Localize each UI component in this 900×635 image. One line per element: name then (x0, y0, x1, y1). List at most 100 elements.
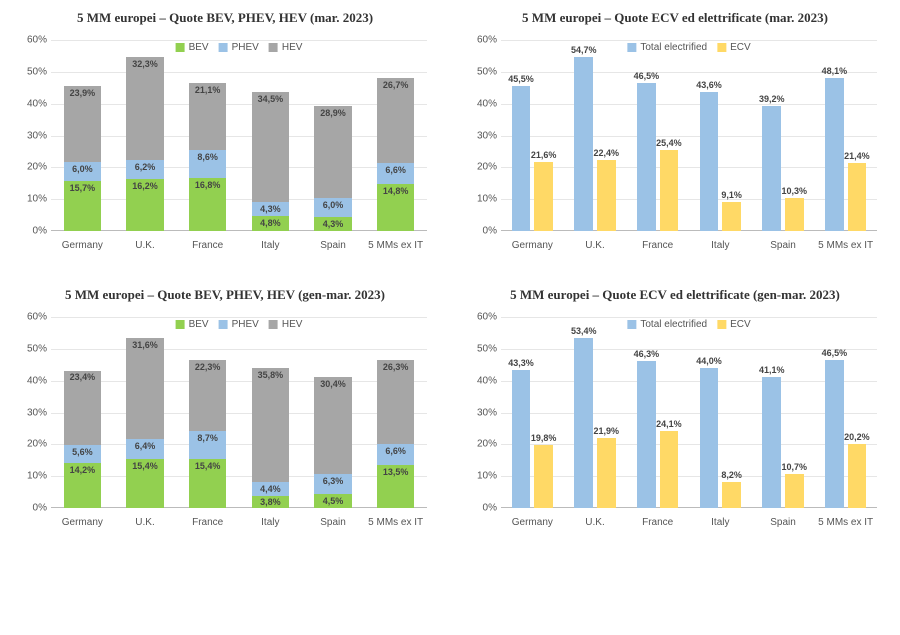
bar-label: 41,1% (759, 365, 785, 375)
bar-label: 46,5% (822, 348, 848, 358)
bar-total_elec: 39,2% (762, 106, 781, 231)
y-tick-label: 30% (465, 130, 497, 141)
bar-label: 44,0% (696, 356, 722, 366)
bar-segment-label: 30,4% (314, 379, 352, 389)
x-tick-label: 5 MMs ex IT (818, 235, 873, 257)
bar-label: 46,5% (634, 71, 660, 81)
legend-swatch (627, 320, 636, 329)
y-tick-label: 30% (15, 407, 47, 418)
x-tick-label: Italy (711, 512, 729, 534)
y-tick-label: 50% (465, 343, 497, 354)
bar-segment-label: 31,6% (126, 340, 164, 350)
y-tick-label: 40% (15, 98, 47, 109)
bar-ecv: 10,7% (785, 474, 804, 508)
bar-segment-label: 16,8% (189, 180, 227, 190)
bar-total_elec: 41,1% (762, 377, 781, 508)
bar-segment-label: 6,0% (64, 164, 102, 174)
bar-label: 19,8% (531, 433, 557, 443)
bar-label: 53,4% (571, 326, 597, 336)
chart-title: 5 MM europei – Quote ECV ed elettrificat… (510, 287, 840, 303)
bar-segment-label: 8,6% (189, 152, 227, 162)
bar-segment-label: 26,3% (377, 362, 415, 372)
bar-total_elec: 44,0% (700, 368, 719, 508)
bar-segment-label: 5,6% (64, 447, 102, 457)
bar-ecv: 21,4% (848, 163, 867, 231)
bar-segment-label: 6,6% (377, 165, 415, 175)
y-tick-label: 0% (15, 503, 47, 514)
chart-grid: 5 MM europei – Quote BEV, PHEV, HEV (mar… (10, 10, 890, 534)
legend-label: ECV (730, 319, 751, 330)
legend-swatch (176, 43, 185, 52)
bar-group: 14,2% 5,6% 23,4% (64, 317, 102, 508)
x-tick-label: Italy (711, 235, 729, 257)
y-tick-label: 10% (465, 194, 497, 205)
bar-segment-hev (377, 78, 415, 163)
bar-segment-label: 4,3% (314, 219, 352, 229)
bar-segment-label: 23,4% (64, 372, 102, 382)
bar-segment-label: 15,4% (126, 461, 164, 471)
bar-group: 16,2%6,2%32,3% (126, 40, 164, 231)
panel-top-right: 5 MM europei – Quote ECV ed elettrificat… (460, 10, 890, 257)
bar-segment-label: 34,5% (252, 94, 290, 104)
bar-segment-label: 32,3% (126, 59, 164, 69)
bar-total_elec: 46,5% (825, 360, 844, 508)
bar-segment-label: 35,8% (252, 370, 290, 380)
x-tick-label: 5 MMs ex IT (368, 512, 423, 534)
x-tick-label: France (192, 512, 223, 534)
x-tick-label: Germany (512, 235, 553, 257)
bar-label: 10,7% (782, 462, 808, 472)
bar-label: 8,2% (721, 470, 742, 480)
y-tick-label: 10% (15, 471, 47, 482)
y-tick-label: 20% (465, 439, 497, 450)
legend: Total electrifiedECV (627, 319, 750, 330)
bar-segment-label: 15,7% (64, 183, 102, 193)
bar-label: 39,2% (759, 94, 785, 104)
chart-title: 5 MM europei – Quote BEV, PHEV, HEV (mar… (77, 10, 373, 26)
bar-total_elec: 43,3% (512, 370, 531, 508)
bar-label: 43,3% (508, 358, 534, 368)
x-tick-label: Spain (770, 235, 796, 257)
bar-label: 20,2% (844, 432, 870, 442)
legend-item: ECV (717, 42, 751, 53)
bar-segment-label: 4,4% (252, 484, 290, 494)
bar-segment-label: 6,4% (126, 441, 164, 451)
x-tick-label: France (192, 235, 223, 257)
bar-label: 21,9% (594, 426, 620, 436)
y-tick-label: 20% (15, 439, 47, 450)
bar-segment-label: 23,9% (64, 88, 102, 98)
bar-label: 9,1% (721, 190, 742, 200)
bar-ecv: 21,9% (597, 438, 616, 508)
bar-segment-label: 28,9% (314, 108, 352, 118)
bar-segment-label: 15,4% (189, 461, 227, 471)
chart-tr: Total electrifiedECV45,5%21,6%54,7%22,4%… (465, 32, 885, 257)
bar-total_elec: 53,4% (574, 338, 593, 508)
bar-segment-hev (126, 338, 164, 439)
bar-segment-label: 14,2% (64, 465, 102, 475)
bar-total_elec: 45,5% (512, 86, 531, 231)
bar-group: 15,7% 6,0% 23,9% (64, 40, 102, 231)
bar-segment-label: 6,0% (314, 200, 352, 210)
bar-segment-label: 14,8% (377, 186, 415, 196)
y-tick-label: 60% (465, 312, 497, 323)
bar-total_elec: 46,5% (637, 83, 656, 231)
legend: Total electrifiedECV (627, 42, 750, 53)
y-tick-label: 40% (465, 375, 497, 386)
bar-ecv: 24,1% (660, 431, 679, 508)
bar-segment-label: 22,3% (189, 362, 227, 372)
y-tick-label: 50% (15, 343, 47, 354)
bar-segment-label: 6,3% (314, 476, 352, 486)
bar-label: 10,3% (782, 186, 808, 196)
x-tick-label: U.K. (585, 512, 604, 534)
x-tick-label: Germany (512, 512, 553, 534)
bar-segment-hev (252, 92, 290, 202)
chart-title: 5 MM europei – Quote ECV ed elettrificat… (522, 10, 828, 26)
x-tick-label: France (642, 512, 673, 534)
bar-group: 3,8%4,4%35,8% (252, 317, 290, 508)
bar-segment-label: 6,6% (377, 446, 415, 456)
bar-group: 4,8%4,3%34,5% (252, 40, 290, 231)
x-tick-label: 5 MMs ex IT (368, 235, 423, 257)
bar-segment-hev (126, 57, 164, 160)
bar-total_elec: 46,3% (637, 361, 656, 508)
bar-segment-label: 16,2% (126, 181, 164, 191)
panel-top-left: 5 MM europei – Quote BEV, PHEV, HEV (mar… (10, 10, 440, 257)
